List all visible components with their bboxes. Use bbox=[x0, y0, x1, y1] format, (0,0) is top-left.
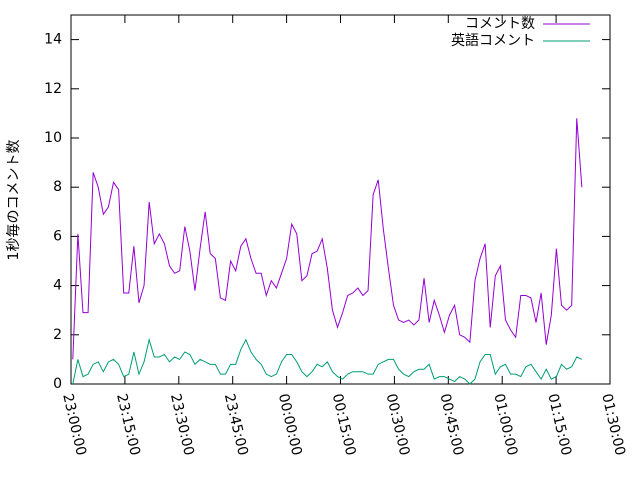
y-tick-label: 4 bbox=[53, 278, 62, 294]
x-tick-label: 00:45:00 bbox=[437, 392, 467, 457]
legend-label: コメント数 bbox=[465, 16, 535, 32]
y-tick-label: 2 bbox=[53, 327, 62, 343]
x-tick-label: 23:15:00 bbox=[113, 392, 143, 457]
x-tick-label: 00:15:00 bbox=[329, 392, 359, 457]
legend-label: 英語コメント bbox=[451, 32, 535, 49]
y-tick-label: 6 bbox=[53, 228, 62, 244]
x-tick-label: 01:30:00 bbox=[598, 392, 628, 457]
x-tick-label: 23:00:00 bbox=[59, 392, 89, 457]
series-line bbox=[72, 337, 583, 385]
y-axis-label: 1秒毎のコメント数 bbox=[6, 140, 22, 261]
series-line bbox=[72, 118, 583, 360]
x-tick-label: 00:30:00 bbox=[383, 392, 413, 457]
x-tick-label: 01:00:00 bbox=[490, 392, 520, 457]
y-tick-label: 8 bbox=[53, 179, 62, 195]
x-tick-label: 01:15:00 bbox=[544, 392, 574, 457]
x-tick-label: 23:45:00 bbox=[221, 392, 251, 457]
y-tick-label: 0 bbox=[53, 376, 62, 392]
y-tick-label: 12 bbox=[44, 81, 62, 97]
y-tick-label: 10 bbox=[44, 130, 62, 146]
y-tick-label: 14 bbox=[44, 32, 62, 48]
x-tick-label: 23:30:00 bbox=[167, 392, 197, 457]
x-tick-label: 00:00:00 bbox=[275, 392, 305, 457]
plot-frame bbox=[70, 14, 611, 385]
